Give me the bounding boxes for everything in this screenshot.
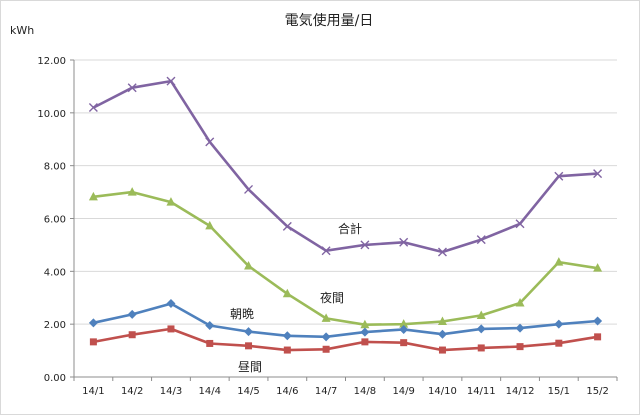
data-point (476, 310, 486, 319)
data-point (244, 184, 254, 194)
series-line (93, 327, 598, 352)
data-point (127, 309, 137, 319)
y-tick-label: 2.00 (44, 320, 66, 331)
x-tick-label: 14/4 (199, 386, 221, 397)
data-point (437, 247, 447, 257)
data-point (399, 237, 409, 247)
data-point (205, 220, 215, 230)
data-point (399, 324, 409, 334)
x-tick-label: 14/12 (506, 386, 535, 397)
series-group (88, 76, 603, 354)
data-point (166, 76, 176, 86)
data-point (554, 171, 564, 181)
data-point (167, 325, 175, 333)
data-point (127, 187, 137, 196)
data-point (127, 83, 137, 93)
series-C0504D (89, 325, 602, 354)
data-point (554, 319, 564, 329)
data-point (89, 338, 97, 346)
data-point (322, 345, 330, 353)
x-tick-label: 14/7 (315, 386, 337, 397)
series-line (92, 79, 598, 254)
data-point (360, 319, 370, 329)
data-point (437, 329, 447, 339)
y-tick-label: 12.00 (37, 56, 66, 67)
y-tick-label: 0.00 (44, 373, 66, 384)
data-point (321, 246, 331, 256)
x-axis-ticks: 14/1 14/2 14/3 14/4 14/5 14/6 14/7 14/8 14/9 14/1… (73, 377, 618, 397)
data-point (593, 169, 603, 179)
y-tick-label: 8.00 (44, 162, 66, 173)
data-point (205, 137, 215, 147)
data-point (166, 197, 176, 206)
data-point (282, 221, 292, 231)
x-tick-label: 14/5 (237, 386, 259, 397)
series-8064A2 (88, 76, 603, 257)
x-tick-label: 14/8 (354, 386, 376, 397)
data-point (555, 339, 563, 347)
series-line (93, 302, 598, 339)
data-point (321, 313, 331, 322)
y-axis-unit: kWh (10, 24, 34, 37)
series-line (93, 190, 598, 327)
x-tick-label: 14/11 (467, 386, 496, 397)
x-tick-label: 14/2 (121, 386, 143, 397)
data-point (593, 316, 603, 326)
data-point (438, 346, 446, 354)
data-point (361, 338, 369, 346)
data-point (437, 316, 447, 326)
data-point (554, 257, 564, 266)
data-point (283, 346, 291, 354)
data-point (244, 327, 254, 337)
x-tick-label: 14/3 (160, 386, 182, 397)
x-tick-label: 14/1 (82, 386, 104, 397)
data-point (245, 342, 253, 350)
data-point (476, 235, 486, 245)
data-point (516, 343, 524, 351)
axes (73, 60, 617, 378)
data-point (515, 323, 525, 333)
data-point (399, 319, 409, 328)
x-tick-label: 14/10 (428, 386, 457, 397)
data-point (206, 339, 214, 347)
data-point (476, 324, 486, 334)
data-point (88, 318, 98, 328)
data-point (515, 298, 525, 307)
x-tick-label: 15/1 (548, 386, 570, 397)
data-point (128, 331, 136, 339)
y-axis-ticks: 0.00 2.00 4.00 6.00 8.00 10.00 12.00 (37, 56, 74, 384)
series-4F81BD (88, 299, 603, 342)
data-point (244, 261, 254, 270)
series-label: 合計 (338, 221, 362, 236)
data-point (321, 332, 331, 342)
series-label: 昼間 (238, 360, 262, 374)
series-9BBB59 (88, 187, 603, 329)
x-tick-label: 15/2 (586, 386, 608, 397)
data-point (515, 219, 525, 229)
data-point (360, 327, 370, 337)
series-label: 朝晩 (230, 307, 254, 321)
data-point (205, 320, 215, 330)
data-point (360, 240, 370, 250)
data-point (88, 191, 98, 201)
y-tick-label: 10.00 (37, 109, 66, 120)
data-point (166, 299, 176, 309)
gridlines (74, 59, 617, 325)
series-label: 夜間 (320, 290, 344, 305)
data-point (400, 339, 408, 347)
data-point (593, 263, 603, 272)
data-point (594, 333, 602, 341)
chart-title: 電気使用量/日 (285, 12, 374, 29)
data-point (282, 288, 292, 298)
x-tick-label: 14/6 (276, 386, 298, 397)
y-tick-label: 4.00 (44, 267, 66, 278)
y-tick-label: 6.00 (44, 215, 66, 226)
data-point (282, 331, 292, 341)
x-tick-label: 14/9 (392, 386, 414, 397)
data-point (477, 344, 485, 352)
data-point (88, 103, 98, 113)
